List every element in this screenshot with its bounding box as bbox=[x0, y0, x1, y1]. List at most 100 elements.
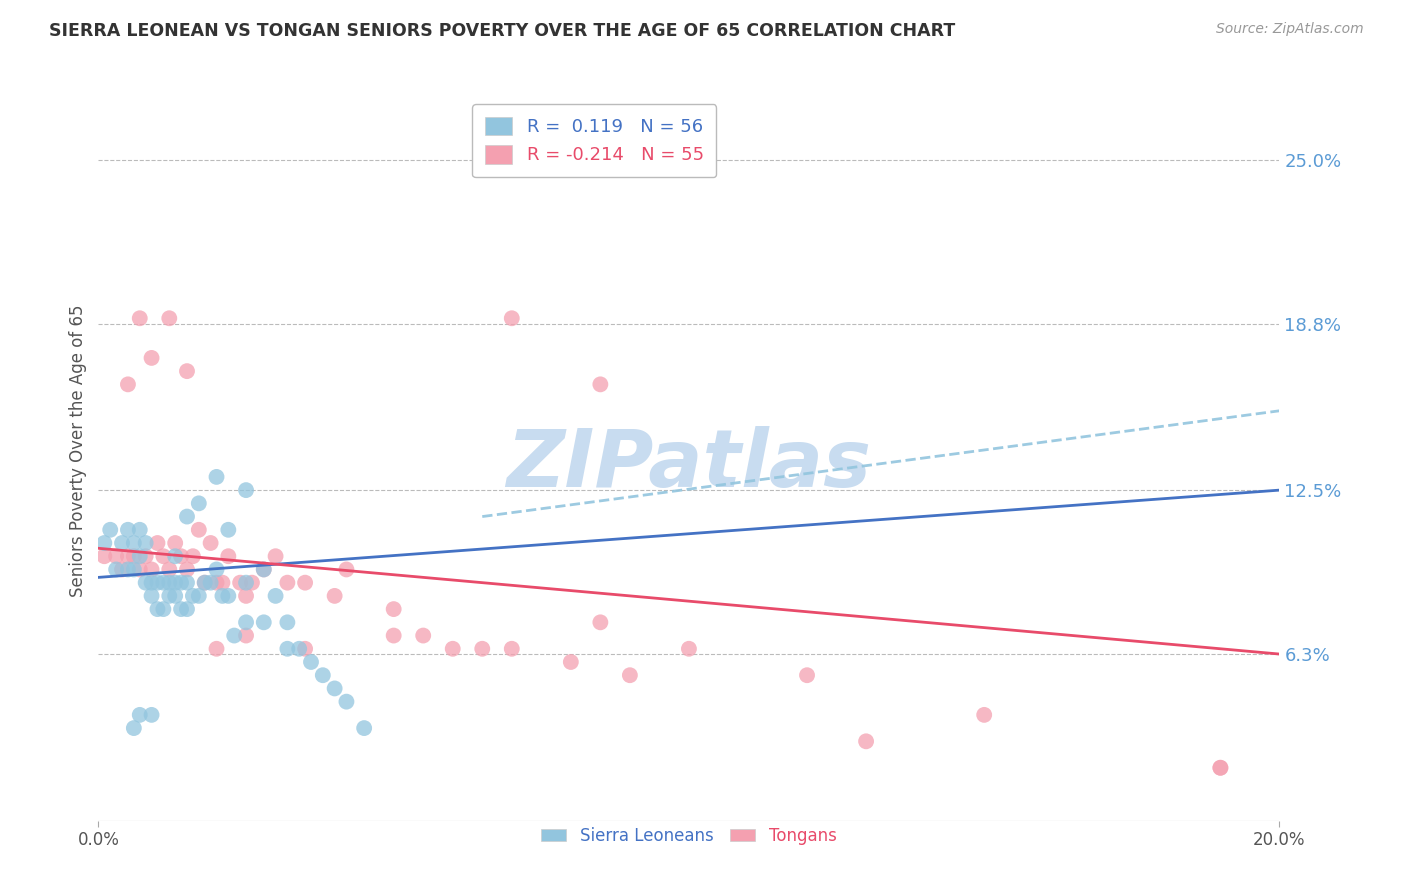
Point bbox=[105, 562, 128, 576]
Point bbox=[165, 575, 187, 590]
Point bbox=[122, 562, 145, 576]
Point bbox=[93, 549, 115, 564]
Point bbox=[589, 615, 612, 630]
Point bbox=[288, 641, 311, 656]
Point bbox=[128, 549, 150, 564]
Point bbox=[105, 549, 128, 564]
Point bbox=[855, 734, 877, 748]
Point bbox=[141, 575, 163, 590]
Point bbox=[217, 523, 239, 537]
Point bbox=[323, 681, 346, 696]
Point bbox=[141, 351, 163, 365]
Point bbox=[235, 483, 257, 497]
Point bbox=[117, 523, 139, 537]
Point bbox=[146, 602, 169, 616]
Point bbox=[235, 575, 257, 590]
Point bbox=[412, 628, 434, 642]
Point bbox=[1209, 761, 1232, 775]
Point bbox=[128, 562, 150, 576]
Point bbox=[117, 549, 139, 564]
Point bbox=[128, 311, 150, 326]
Point bbox=[441, 641, 464, 656]
Point bbox=[157, 575, 180, 590]
Point bbox=[253, 562, 276, 576]
Point bbox=[200, 575, 222, 590]
Point bbox=[312, 668, 335, 682]
Point bbox=[264, 589, 287, 603]
Point bbox=[98, 523, 121, 537]
Point bbox=[205, 575, 228, 590]
Point bbox=[152, 549, 174, 564]
Point bbox=[224, 628, 246, 642]
Point bbox=[353, 721, 375, 735]
Point bbox=[217, 549, 239, 564]
Point bbox=[122, 536, 145, 550]
Text: Source: ZipAtlas.com: Source: ZipAtlas.com bbox=[1216, 22, 1364, 37]
Point bbox=[1209, 761, 1232, 775]
Point bbox=[276, 641, 298, 656]
Point bbox=[501, 311, 523, 326]
Point bbox=[205, 562, 228, 576]
Point bbox=[240, 575, 263, 590]
Point bbox=[181, 589, 204, 603]
Point bbox=[200, 536, 222, 550]
Point bbox=[471, 641, 494, 656]
Point bbox=[235, 589, 257, 603]
Point bbox=[165, 536, 187, 550]
Point bbox=[181, 549, 204, 564]
Point bbox=[501, 641, 523, 656]
Point bbox=[323, 589, 346, 603]
Point bbox=[211, 575, 233, 590]
Point bbox=[152, 602, 174, 616]
Point bbox=[141, 562, 163, 576]
Point bbox=[135, 536, 157, 550]
Point bbox=[276, 575, 298, 590]
Point bbox=[117, 377, 139, 392]
Point bbox=[111, 562, 134, 576]
Point bbox=[157, 562, 180, 576]
Point bbox=[111, 536, 134, 550]
Point bbox=[335, 695, 357, 709]
Point bbox=[194, 575, 217, 590]
Point bbox=[146, 575, 169, 590]
Text: ZIPatlas: ZIPatlas bbox=[506, 426, 872, 504]
Point bbox=[205, 641, 228, 656]
Point bbox=[170, 575, 193, 590]
Point bbox=[170, 549, 193, 564]
Point bbox=[205, 470, 228, 484]
Point bbox=[335, 562, 357, 576]
Point bbox=[294, 575, 316, 590]
Point bbox=[128, 523, 150, 537]
Point bbox=[229, 575, 252, 590]
Point bbox=[235, 628, 257, 642]
Point bbox=[235, 615, 257, 630]
Point bbox=[619, 668, 641, 682]
Point bbox=[152, 575, 174, 590]
Point bbox=[176, 575, 198, 590]
Point bbox=[382, 628, 405, 642]
Point bbox=[176, 509, 198, 524]
Point bbox=[294, 641, 316, 656]
Legend: Sierra Leoneans, Tongans: Sierra Leoneans, Tongans bbox=[533, 818, 845, 853]
Y-axis label: Seniors Poverty Over the Age of 65: Seniors Poverty Over the Age of 65 bbox=[69, 304, 87, 597]
Point bbox=[135, 575, 157, 590]
Point bbox=[589, 377, 612, 392]
Point bbox=[122, 549, 145, 564]
Point bbox=[93, 536, 115, 550]
Point bbox=[146, 536, 169, 550]
Point bbox=[157, 589, 180, 603]
Point bbox=[678, 641, 700, 656]
Point bbox=[253, 615, 276, 630]
Point bbox=[253, 562, 276, 576]
Point bbox=[796, 668, 818, 682]
Point bbox=[141, 589, 163, 603]
Point bbox=[176, 364, 198, 378]
Point bbox=[165, 549, 187, 564]
Point bbox=[217, 589, 239, 603]
Point bbox=[973, 707, 995, 722]
Point bbox=[211, 589, 233, 603]
Point bbox=[276, 615, 298, 630]
Point bbox=[141, 707, 163, 722]
Text: SIERRA LEONEAN VS TONGAN SENIORS POVERTY OVER THE AGE OF 65 CORRELATION CHART: SIERRA LEONEAN VS TONGAN SENIORS POVERTY… bbox=[49, 22, 956, 40]
Point bbox=[157, 311, 180, 326]
